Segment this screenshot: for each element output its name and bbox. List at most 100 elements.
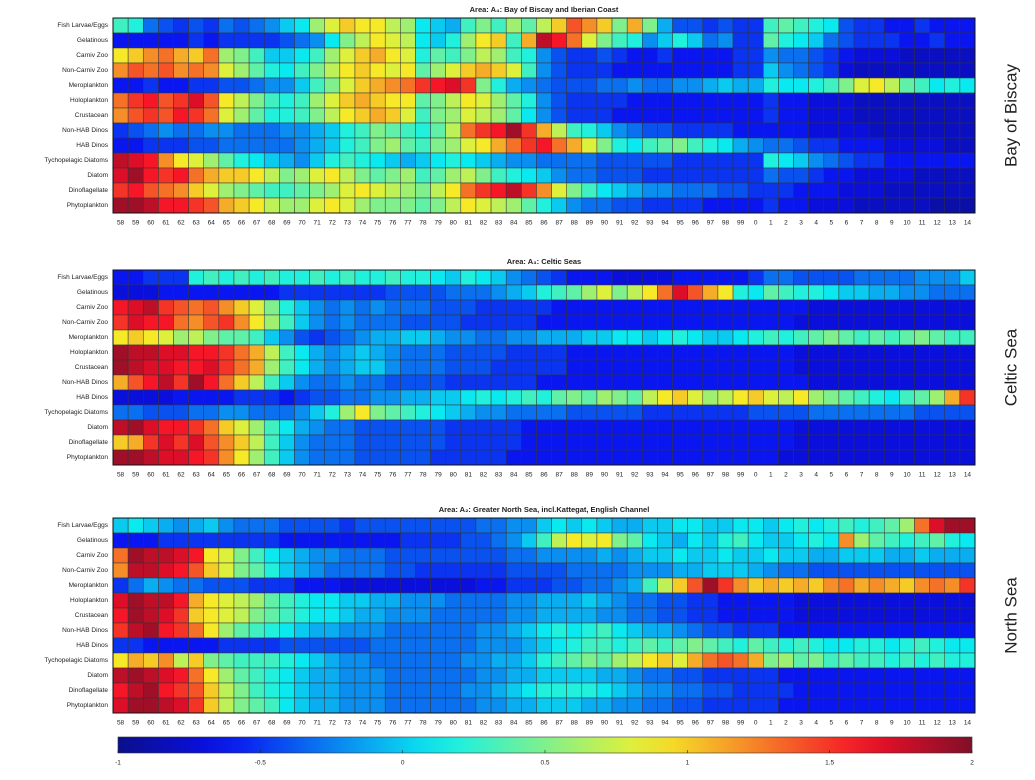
heatmap-cell [369, 607, 386, 624]
heatmap-cell [158, 637, 174, 654]
heatmap-cell [793, 359, 809, 376]
heatmap-cell [415, 592, 431, 609]
heatmap-cell [279, 592, 295, 609]
column-label: 13 [949, 720, 957, 727]
heatmap-cell [657, 419, 673, 436]
heatmap-cell [732, 152, 749, 169]
heatmap-cell [929, 652, 946, 669]
heatmap-cell [430, 77, 446, 94]
heatmap-cell [551, 682, 567, 699]
heatmap-cell [717, 449, 734, 466]
heatmap-cell [672, 152, 688, 169]
heatmap-cell [642, 182, 658, 199]
heatmap-cell [324, 434, 341, 451]
heatmap-cell [596, 637, 613, 654]
heatmap-cell [354, 344, 371, 361]
column-label: 92 [631, 720, 639, 727]
heatmap-cell [188, 152, 204, 169]
heatmap-cell [309, 62, 325, 79]
heatmap-cell [581, 419, 598, 436]
heatmap-cell [233, 622, 250, 639]
column-label: 65 [223, 472, 231, 479]
heatmap-cell [596, 547, 613, 564]
heatmap-cell [793, 107, 809, 124]
heatmap-cell [384, 359, 401, 376]
heatmap-cell [687, 419, 704, 436]
heatmap-cell [747, 592, 764, 609]
heatmap-cell [354, 47, 371, 64]
heatmap-cell [400, 359, 416, 376]
heatmap-cell [521, 607, 537, 624]
column-label: 10 [903, 472, 911, 479]
heatmap-cell [687, 359, 704, 376]
heatmap-cell [248, 547, 265, 564]
heatmap-cell [778, 622, 794, 639]
column-label: 3 [799, 220, 803, 227]
heatmap-cell [112, 197, 129, 214]
heatmap-cell [884, 449, 900, 466]
heatmap-cell [369, 359, 386, 376]
heatmap-cell [732, 449, 749, 466]
heatmap-cell [581, 62, 598, 79]
heatmap-cell [566, 329, 583, 346]
heatmap-cell [929, 107, 946, 124]
column-label: 59 [132, 220, 140, 227]
column-label: 94 [661, 472, 669, 479]
heatmap-cell [808, 62, 825, 79]
heatmap-cell [702, 449, 719, 466]
heatmap-cell [929, 637, 946, 654]
heatmap-cell [596, 404, 613, 421]
heatmap-cell [294, 47, 310, 64]
heatmap-cell [581, 269, 598, 286]
heatmap-cell [218, 32, 235, 49]
heatmap-cell [853, 167, 870, 184]
heatmap-cell [354, 329, 371, 346]
heatmap-cell [142, 404, 159, 421]
heatmap-cell [188, 284, 204, 301]
heatmap-cell [884, 92, 900, 109]
heatmap-cell [248, 592, 265, 609]
column-label: 9 [890, 472, 894, 479]
heatmap-cell [581, 517, 598, 534]
heatmap-cell [838, 434, 855, 451]
heatmap-cell [158, 284, 174, 301]
heatmap-cell [536, 32, 552, 49]
heatmap-cell [838, 182, 855, 199]
heatmap-cell [536, 449, 552, 466]
heatmap-cell [914, 17, 930, 34]
heatmap-cell [415, 652, 431, 669]
heatmap-cell [415, 182, 431, 199]
heatmap-cell [475, 637, 492, 654]
heatmap-cell [551, 167, 567, 184]
heatmap-cell [853, 62, 870, 79]
heatmap-cell [687, 637, 704, 654]
heatmap-cell [430, 547, 446, 564]
heatmap-cell [173, 122, 189, 139]
heatmap-cell [142, 697, 159, 714]
heatmap-cell [702, 17, 719, 34]
column-label: 10 [903, 720, 911, 727]
heatmap-cell [959, 577, 976, 594]
heatmap-cell [309, 182, 325, 199]
heatmap-cell [263, 547, 280, 564]
heatmap-cell [369, 667, 386, 684]
heatmap-cell [369, 107, 386, 124]
heatmap-cell [944, 682, 961, 699]
heatmap-cell [112, 607, 129, 624]
heatmap-cell [505, 17, 522, 34]
heatmap-cell [763, 344, 779, 361]
heatmap-cell [929, 622, 946, 639]
heatmap-cell [884, 152, 900, 169]
heatmap-cell [732, 197, 749, 214]
heatmap-cell [400, 182, 416, 199]
heatmap-cell [158, 547, 174, 564]
heatmap-cell [445, 62, 462, 79]
heatmap-cell [415, 152, 431, 169]
heatmap-cell [747, 374, 764, 391]
heatmap-cell [732, 577, 749, 594]
heatmap-cell [203, 152, 220, 169]
heatmap-cell [279, 122, 295, 139]
heatmap-cell [702, 517, 719, 534]
heatmap-cell [203, 652, 220, 669]
heatmap-cell [808, 652, 825, 669]
